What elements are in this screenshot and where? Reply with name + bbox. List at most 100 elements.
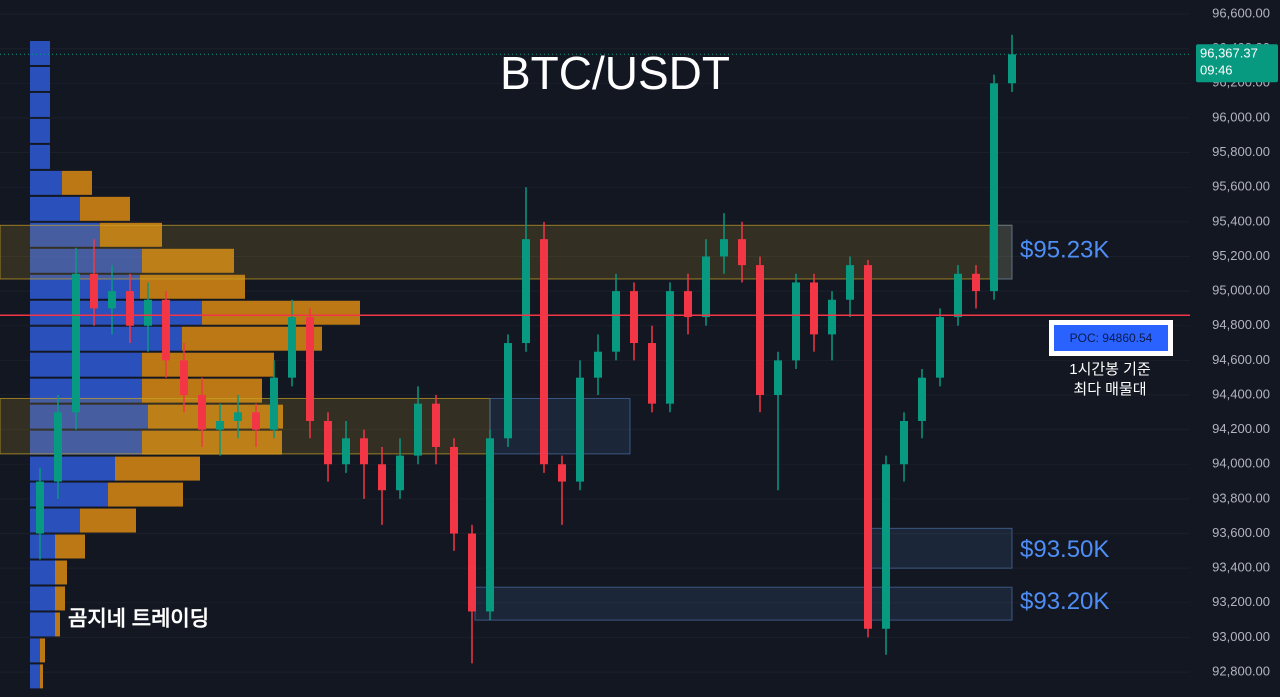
candle-body [666,291,674,404]
candle-body [648,343,656,404]
y-tick-label: 94,600.00 [1212,352,1270,367]
poc-note: 1시간봉 기준 [1069,361,1151,378]
profile-buy [30,144,50,169]
profile-sell [148,404,283,429]
candle-body [684,291,692,318]
profile-sell [115,456,200,481]
candle-body [324,420,332,465]
candle-body [954,273,962,318]
candle-body [594,351,602,378]
y-tick-label: 95,000.00 [1212,283,1270,298]
candle-body [198,394,206,430]
profile-sell [55,612,60,637]
profile-buy [30,612,55,637]
y-tick-label: 96,600.00 [1212,5,1270,20]
candle-body [1008,54,1016,84]
candle-body [342,438,350,465]
candle-body [486,438,494,612]
candle-body [450,446,458,534]
candle-body [432,403,440,447]
profile-sell [108,482,183,507]
profile-sell [55,586,65,611]
candle-body [540,239,548,465]
candle-body [90,273,98,309]
profile-buy [30,66,50,91]
candle-body [396,455,404,491]
candle-body [864,265,872,629]
candle-body [828,299,836,335]
price-label: $93.20K [1020,588,1109,615]
profile-sell [142,352,274,377]
y-tick-label: 95,200.00 [1212,248,1270,263]
zone [869,527,1013,569]
poc-label: POC: 94860.54 [1070,331,1153,345]
candle-body [252,412,260,430]
candle-body [414,403,422,456]
y-tick-label: 93,200.00 [1212,594,1270,609]
profile-buy [30,92,50,117]
profile-sell [62,170,92,195]
y-tick-label: 94,000.00 [1212,456,1270,471]
candle-body [162,299,170,361]
candle-body [522,239,530,344]
candle-body [936,317,944,378]
candle-body [288,317,296,378]
candle-body [234,412,242,421]
candle-body [774,360,782,395]
candle-body [702,256,710,318]
candle-body [54,412,62,482]
poc-note: 최다 매물대 [1073,381,1146,398]
candle-body [558,464,566,482]
candle-body [756,265,764,395]
candle-body [630,291,638,344]
candle-body [738,239,746,266]
y-tick-label: 92,800.00 [1212,664,1270,679]
candle-body [378,464,386,491]
profile-buy [30,352,142,377]
y-tick-label: 94,200.00 [1212,421,1270,436]
profile-buy [30,118,50,143]
profile-buy [30,170,62,195]
zone [0,397,491,455]
chart-title: BTC/USDT [500,47,730,99]
profile-sell [80,508,136,533]
candle-body [972,273,980,292]
candle-body [306,317,314,421]
profile-buy [30,41,50,65]
zone [489,397,631,455]
candle-body [612,291,620,352]
candle-body [990,83,998,292]
candle-body [900,420,908,465]
last-price-label: 96,367.37 [1200,46,1258,61]
profile-buy [30,456,115,481]
candle-body [36,481,44,534]
last-time-label: 09:46 [1200,63,1233,78]
zone [0,224,1013,280]
y-tick-label: 95,400.00 [1212,213,1270,228]
profile-sell [55,534,85,559]
profile-sell [142,430,282,455]
candle-body [180,360,188,395]
y-tick-label: 96,000.00 [1212,109,1270,124]
candle-body [216,420,224,430]
profile-buy [30,586,55,611]
poc-box [1054,325,1168,351]
y-tick-label: 93,400.00 [1212,560,1270,575]
candle-body [468,533,476,612]
profile-buy [30,560,55,585]
candle-body [72,273,80,413]
candle-body [144,299,152,326]
candle-body [720,239,728,257]
profile-buy [30,638,40,663]
profile-sell [100,222,162,247]
profile-sell [142,248,234,273]
profile-buy [30,482,108,507]
profile-buy [30,196,80,221]
candle-body [270,377,278,430]
price-label: $93.50K [1020,536,1109,563]
y-tick-label: 93,000.00 [1212,629,1270,644]
y-tick-label: 95,800.00 [1212,144,1270,159]
zone [474,586,1013,621]
candle-body [504,343,512,439]
